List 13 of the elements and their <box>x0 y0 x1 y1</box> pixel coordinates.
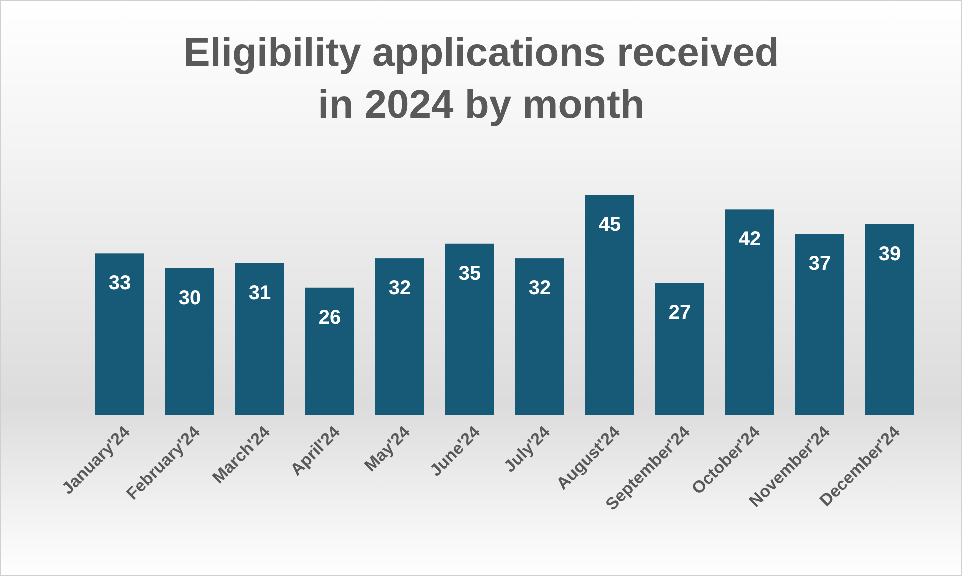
data-label: 37 <box>808 253 832 276</box>
data-label: 45 <box>598 214 622 236</box>
data-label: 32 <box>388 278 412 300</box>
data-label: 35 <box>458 262 482 285</box>
data-label: 30 <box>178 287 202 310</box>
data-label: 33 <box>108 272 132 295</box>
data-label: 32 <box>528 278 552 300</box>
data-label: 31 <box>248 282 272 304</box>
chart-title: Eligibility applications received in 2024 by month <box>184 31 780 127</box>
data-label: 39 <box>878 243 902 266</box>
data-label: 42 <box>738 228 762 251</box>
data-label: 27 <box>668 302 692 324</box>
data-label: 26 <box>318 306 342 329</box>
